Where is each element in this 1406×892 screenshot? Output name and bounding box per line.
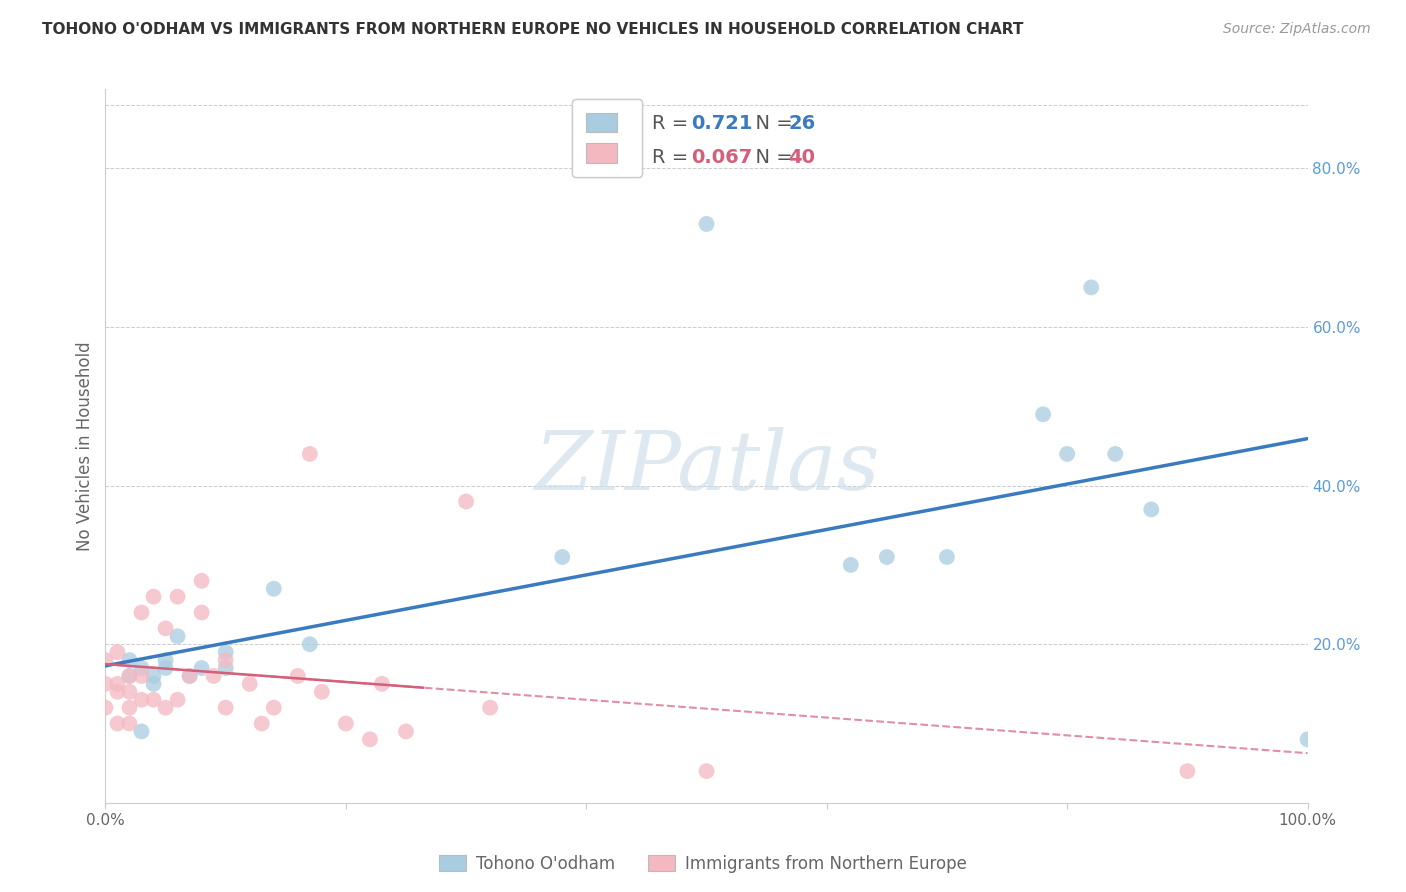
Point [239,677,262,691]
Point [214,653,236,667]
Point [118,669,141,683]
Point [118,669,141,683]
Point [1296,732,1319,747]
Point [1140,502,1163,516]
Point [94,700,117,714]
Point [142,677,165,691]
Point [335,716,357,731]
Text: N =: N = [742,148,799,167]
Point [107,685,129,699]
Point [179,669,201,683]
Text: TOHONO O'ODHAM VS IMMIGRANTS FROM NORTHERN EUROPE NO VEHICLES IN HOUSEHOLD CORRE: TOHONO O'ODHAM VS IMMIGRANTS FROM NORTHE… [42,22,1024,37]
Point [131,606,153,620]
Point [454,494,477,508]
Text: 26: 26 [789,114,815,133]
Point [1080,280,1102,294]
Text: 40: 40 [789,148,815,167]
Point [250,716,273,731]
Point [166,692,188,706]
Text: Source: ZipAtlas.com: Source: ZipAtlas.com [1223,22,1371,37]
Point [287,669,309,683]
Point [936,549,959,564]
Point [155,621,177,635]
Point [311,685,333,699]
Point [1104,447,1126,461]
Point [118,700,141,714]
Point [214,661,236,675]
Point [359,732,381,747]
Point [131,724,153,739]
Point [839,558,862,572]
Point [190,661,212,675]
Text: R =: R = [652,148,695,167]
Point [166,629,188,643]
Point [1175,764,1198,778]
Point [142,590,165,604]
Point [155,653,177,667]
Point [155,700,177,714]
Text: N =: N = [742,114,799,133]
Point [155,661,177,675]
Point [298,637,321,651]
Point [1056,447,1078,461]
Point [395,724,418,739]
Text: 0.067: 0.067 [690,148,752,167]
Point [190,606,212,620]
Point [94,653,117,667]
Legend: Tohono O'odham, Immigrants from Northern Europe: Tohono O'odham, Immigrants from Northern… [433,848,973,880]
Point [131,669,153,683]
Point [107,716,129,731]
Legend: , : , [572,99,643,177]
Point [202,669,225,683]
Y-axis label: No Vehicles in Household: No Vehicles in Household [76,341,94,551]
Point [371,677,394,691]
Text: 0.721: 0.721 [690,114,752,133]
Point [118,685,141,699]
Point [107,677,129,691]
Text: R =: R = [652,114,695,133]
Point [298,447,321,461]
Point [131,661,153,675]
Point [214,645,236,659]
Point [551,549,574,564]
Point [263,700,285,714]
Point [118,716,141,731]
Point [696,217,718,231]
Point [876,549,898,564]
Point [179,669,201,683]
Point [696,764,718,778]
Text: ZIPatlas: ZIPatlas [534,427,879,508]
Point [94,677,117,691]
Point [107,645,129,659]
Point [142,669,165,683]
Point [190,574,212,588]
Point [263,582,285,596]
Point [131,692,153,706]
Point [214,700,236,714]
Point [118,653,141,667]
Point [142,692,165,706]
Point [166,590,188,604]
Point [1032,407,1054,421]
Point [479,700,502,714]
